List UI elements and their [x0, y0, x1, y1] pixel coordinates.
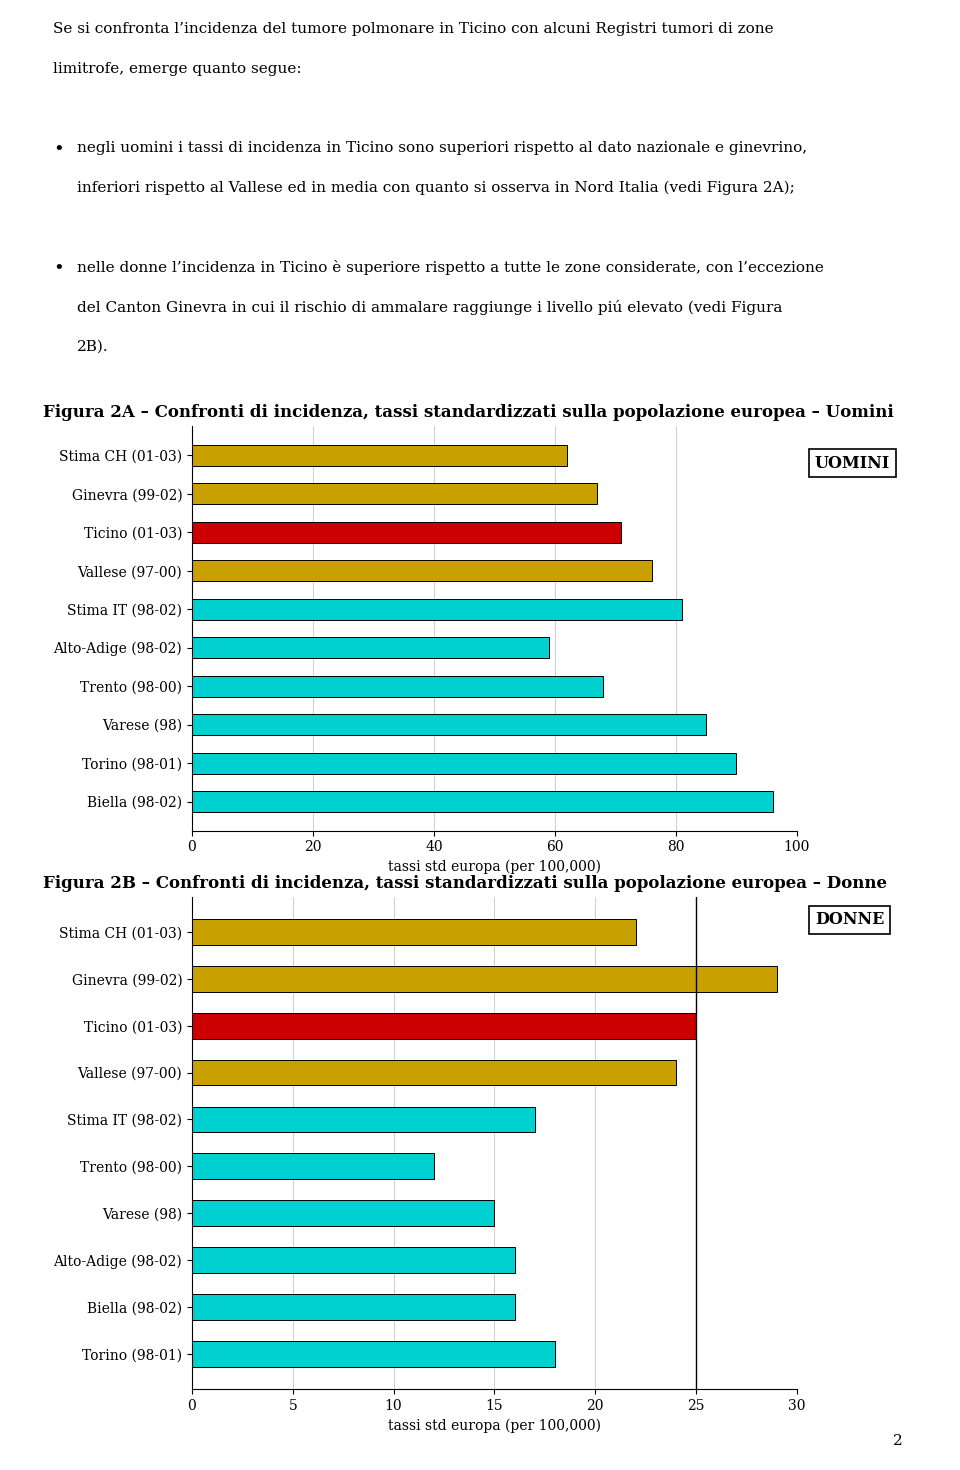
- Bar: [192, 1294, 515, 1320]
- Text: nelle donne l’incidenza in Ticino è superiore rispetto a tutte le zone considera: nelle donne l’incidenza in Ticino è supe…: [77, 260, 824, 275]
- Text: Se si confronta l’incidenza del tumore polmonare in Ticino con alcuni Registri t: Se si confronta l’incidenza del tumore p…: [53, 22, 774, 37]
- Bar: [192, 1341, 555, 1367]
- Bar: [192, 560, 652, 581]
- Bar: [192, 522, 621, 542]
- X-axis label: tassi std europa (per 100,000): tassi std europa (per 100,000): [388, 860, 601, 875]
- Text: del Canton Ginevra in cui il rischio di ammalare raggiunge i livello piú elevato: del Canton Ginevra in cui il rischio di …: [77, 300, 782, 315]
- Bar: [192, 1107, 535, 1132]
- Text: •: •: [53, 141, 63, 159]
- Text: DONNE: DONNE: [815, 911, 884, 929]
- Text: UOMINI: UOMINI: [815, 454, 890, 472]
- Text: •: •: [53, 260, 63, 278]
- Bar: [192, 444, 567, 466]
- Bar: [192, 966, 777, 992]
- Text: negli uomini i tassi di incidenza in Ticino sono superiori rispetto al dato nazi: negli uomini i tassi di incidenza in Tic…: [77, 141, 807, 156]
- Text: limitrofe, emerge quanto segue:: limitrofe, emerge quanto segue:: [53, 62, 301, 76]
- Text: Figura 2A – Confronti di incidenza, tassi standardizzati sulla popolazione europ: Figura 2A – Confronti di incidenza, tass…: [43, 404, 894, 422]
- Bar: [192, 1247, 515, 1273]
- Bar: [192, 1154, 434, 1179]
- Bar: [192, 676, 603, 697]
- Bar: [192, 753, 736, 773]
- Text: Figura 2B – Confronti di incidenza, tassi standardizzati sulla popolazione europ: Figura 2B – Confronti di incidenza, tass…: [43, 875, 887, 892]
- Bar: [192, 791, 773, 811]
- Bar: [192, 1013, 696, 1039]
- Bar: [192, 484, 597, 504]
- Text: inferiori rispetto al Vallese ed in media con quanto si osserva in Nord Italia (: inferiori rispetto al Vallese ed in medi…: [77, 181, 795, 196]
- Bar: [192, 714, 707, 735]
- Bar: [192, 598, 682, 620]
- X-axis label: tassi std europa (per 100,000): tassi std europa (per 100,000): [388, 1419, 601, 1433]
- Bar: [192, 1060, 676, 1085]
- Bar: [192, 637, 549, 659]
- Bar: [192, 919, 636, 945]
- Bar: [192, 1201, 494, 1226]
- Text: 2: 2: [893, 1433, 902, 1448]
- Text: 2B).: 2B).: [77, 340, 108, 354]
